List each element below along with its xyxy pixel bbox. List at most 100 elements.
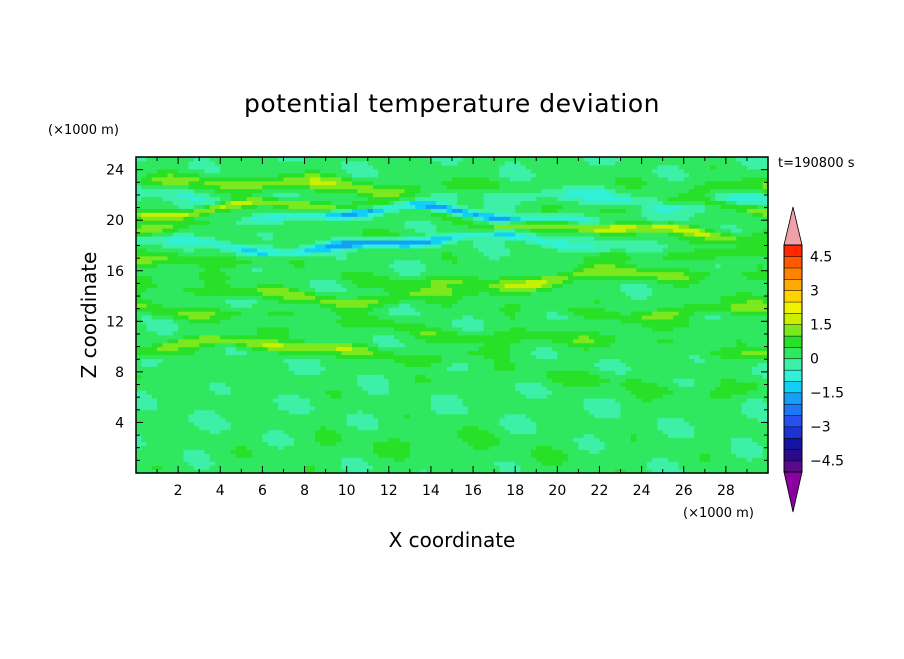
field-cell (404, 192, 411, 198)
field-cell (320, 315, 327, 320)
field-cell (336, 354, 342, 360)
field-cell (446, 168, 453, 174)
field-cell (146, 279, 153, 284)
field-cell (220, 307, 227, 312)
field-cell (236, 315, 242, 320)
field-cell (330, 322, 337, 328)
field-cell (262, 220, 269, 225)
field-cell (167, 299, 174, 304)
field-cell (388, 338, 395, 344)
field-cell (157, 378, 163, 383)
field-cell (304, 295, 311, 300)
field-cell (425, 342, 432, 348)
field-cell (215, 251, 221, 257)
field-cell (394, 176, 400, 182)
field-cell (315, 307, 321, 312)
field-cell (220, 184, 227, 190)
field-cell (220, 386, 227, 391)
field-cell (325, 429, 332, 435)
field-cell (404, 263, 411, 269)
field-cell (236, 259, 242, 265)
field-cell (394, 287, 400, 292)
field-cell (246, 184, 253, 190)
field-cell (420, 453, 427, 458)
field-cell (446, 236, 453, 241)
field-cell (172, 334, 179, 340)
field-cell (409, 445, 416, 450)
field-cell (404, 453, 411, 458)
field-cell (325, 208, 332, 213)
field-cell (399, 307, 406, 312)
field-cell (430, 279, 437, 284)
field-cell (288, 232, 295, 237)
field-cell (357, 469, 364, 474)
field-cell (309, 390, 316, 395)
field-cell (272, 212, 279, 217)
field-cell (388, 220, 395, 225)
field-cell (136, 271, 142, 277)
field-cell (262, 394, 269, 399)
field-cell (188, 334, 195, 340)
field-cell (262, 318, 269, 324)
field-cell (399, 322, 406, 328)
field-cell (220, 157, 227, 162)
field-cell (251, 196, 258, 202)
field-cell (436, 180, 443, 186)
field-cell (141, 338, 148, 344)
field-cell (394, 291, 400, 296)
field-cell (146, 200, 153, 205)
field-cell (362, 267, 369, 273)
field-cell (341, 417, 348, 423)
field-cell (394, 263, 400, 269)
field-cell (215, 334, 221, 340)
field-cell (204, 303, 211, 308)
field-cell (436, 382, 443, 387)
field-cell (141, 239, 148, 245)
field-cell (415, 239, 421, 245)
field-cell (336, 283, 342, 288)
field-cell (246, 326, 253, 332)
field-cell (441, 342, 448, 348)
field-cell (220, 275, 227, 281)
field-cell (172, 200, 179, 205)
field-cell (452, 318, 458, 324)
field-cell (283, 275, 290, 281)
field-cell (162, 382, 169, 387)
field-cell (278, 311, 285, 316)
field-cell (162, 445, 169, 450)
field-cell (309, 180, 316, 186)
field-cell (257, 303, 263, 308)
field-cell (399, 425, 406, 431)
field-cell (183, 299, 190, 304)
field-cell (136, 188, 142, 194)
field-cell (309, 267, 316, 273)
field-cell (330, 433, 337, 439)
field-cell (283, 330, 290, 336)
field-cell (183, 243, 190, 249)
field-cell (399, 405, 406, 411)
field-cell (183, 318, 190, 324)
field-cell (346, 433, 353, 439)
field-cell (304, 330, 311, 336)
field-cell (220, 394, 227, 399)
field-cell (172, 239, 179, 245)
field-cell (357, 188, 364, 194)
field-cell (373, 236, 379, 241)
field-cell (415, 417, 421, 423)
field-cell (288, 457, 295, 462)
field-cell (325, 445, 332, 450)
field-cell (341, 342, 348, 348)
field-cell (404, 318, 411, 324)
field-cell (199, 212, 206, 217)
field-cell (325, 318, 332, 324)
field-cell (294, 318, 300, 324)
field-cell (409, 413, 416, 419)
field-cell (230, 228, 237, 233)
field-cell (199, 172, 206, 178)
field-cell (204, 342, 211, 348)
field-cell (230, 236, 237, 241)
field-cell (383, 461, 390, 466)
field-cell (288, 303, 295, 308)
field-cell (446, 433, 453, 439)
field-cell (330, 212, 337, 217)
